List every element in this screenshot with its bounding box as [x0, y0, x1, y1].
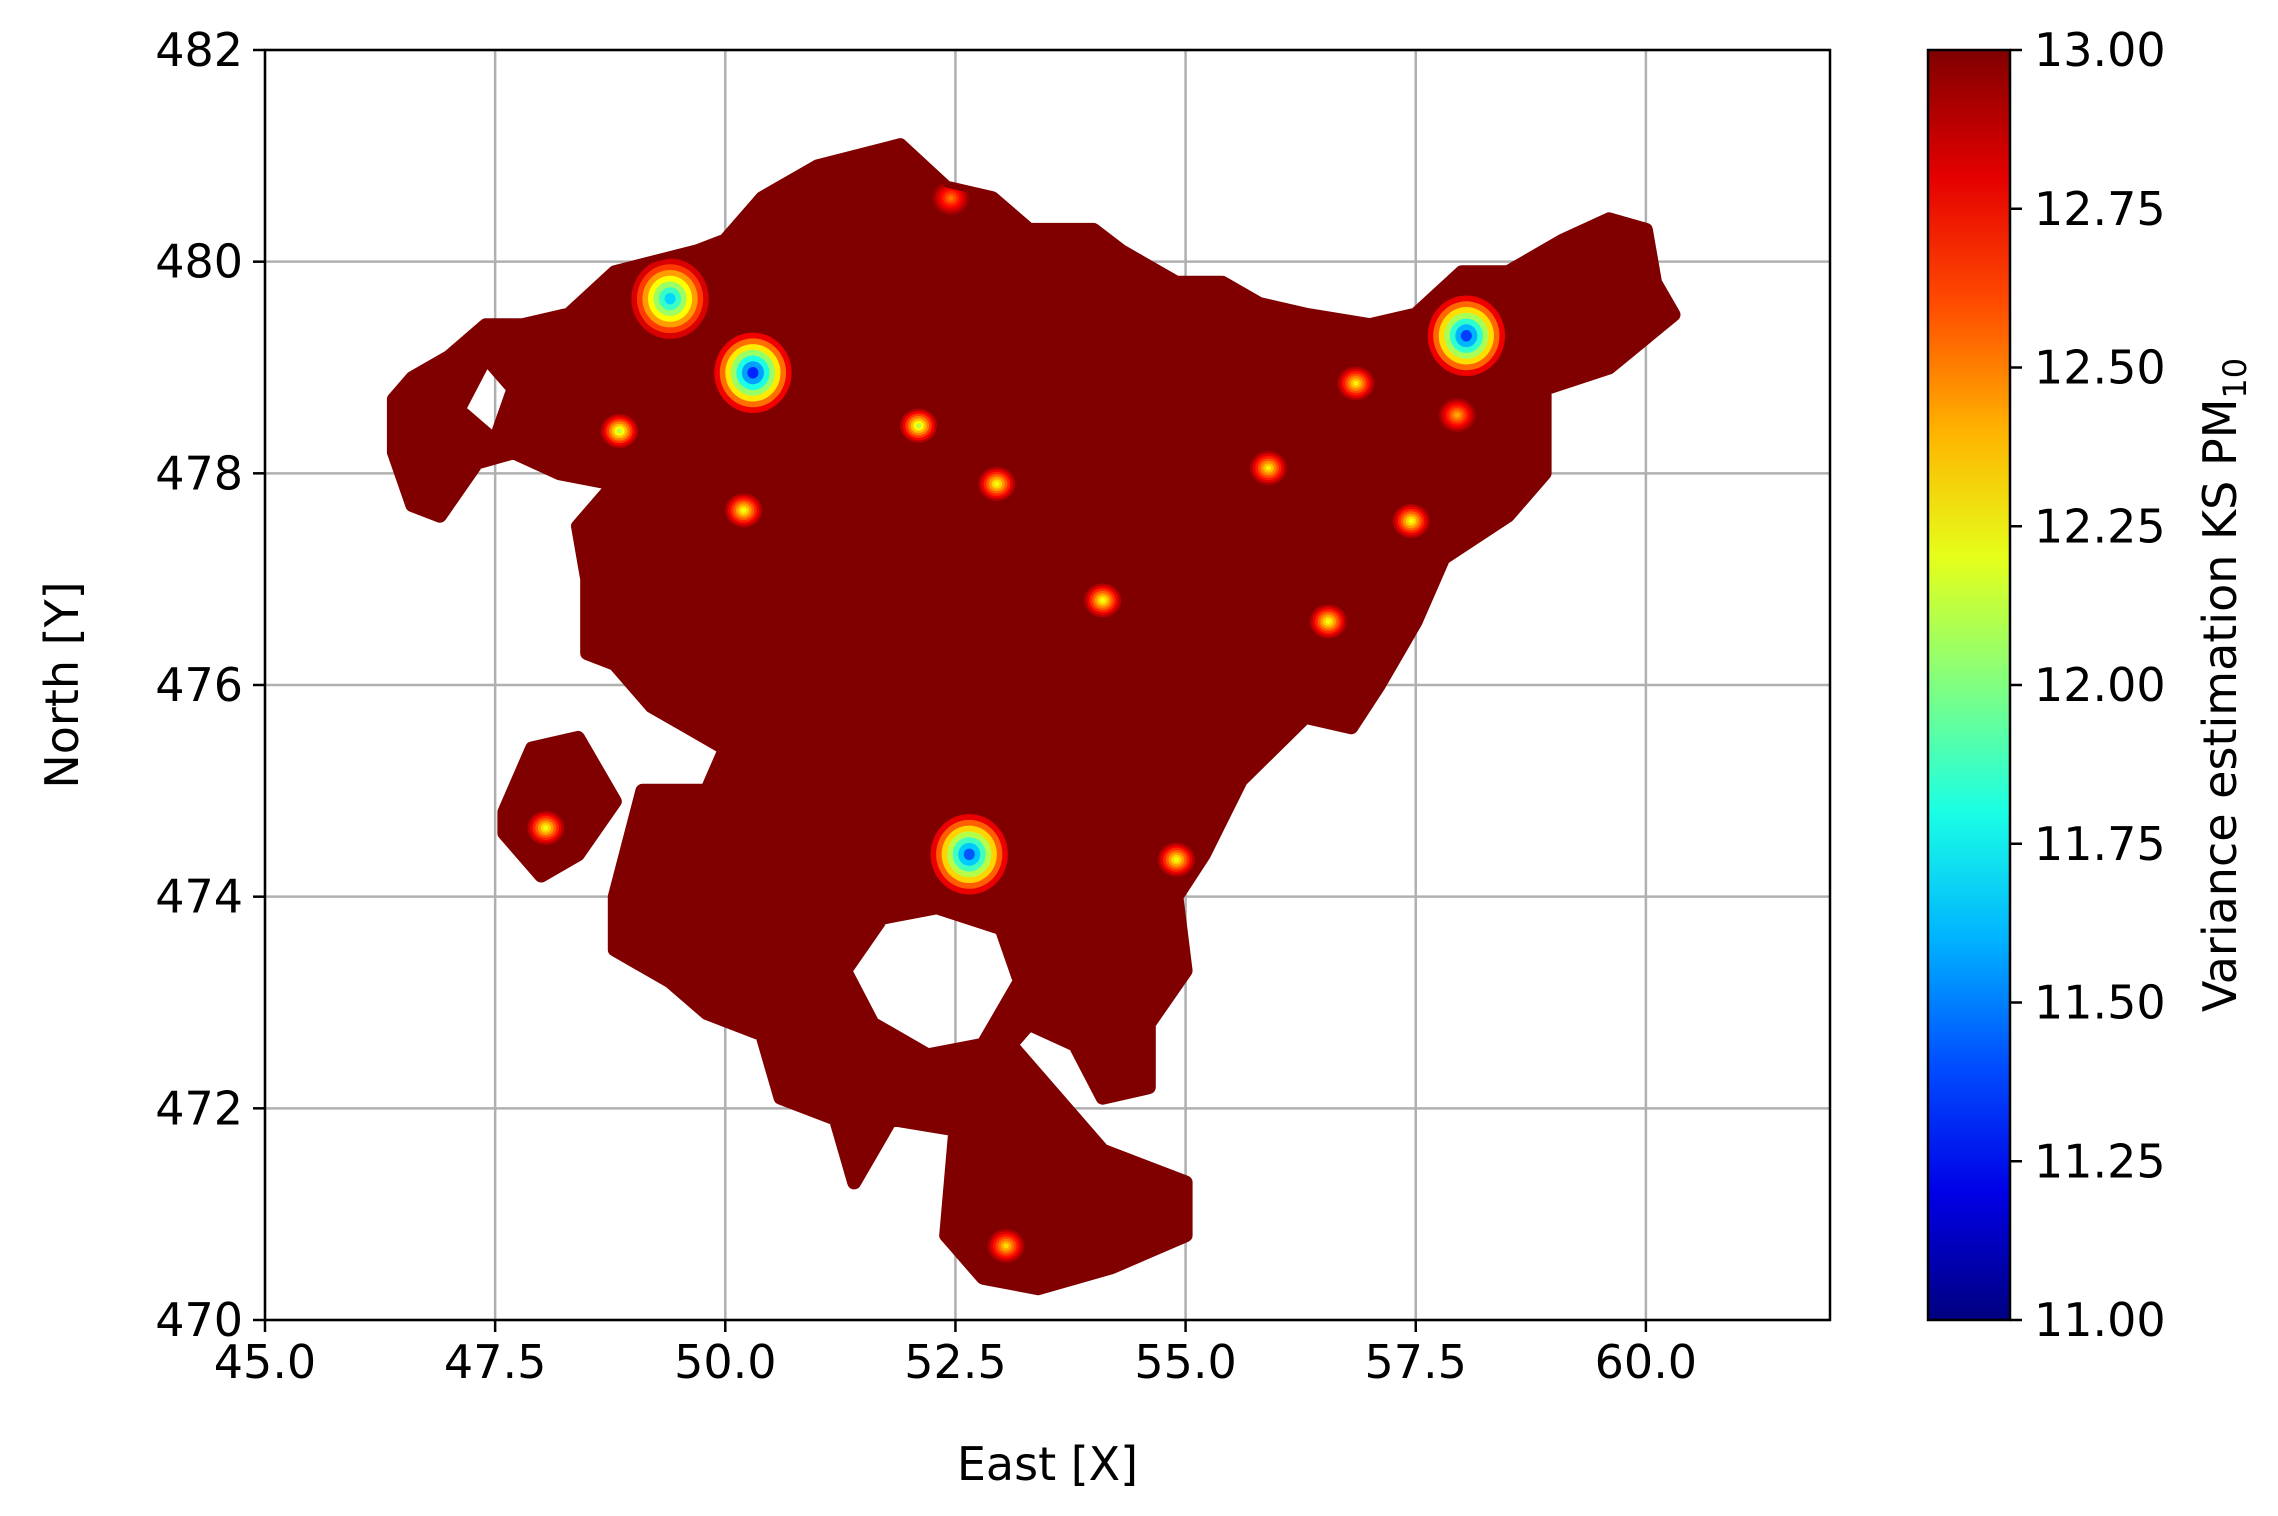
variance-spot	[1084, 583, 1122, 618]
variance-spot-ring	[948, 195, 954, 201]
x-tick-label: 52.5	[904, 1335, 1006, 1389]
x-tick-label: 50.0	[674, 1335, 776, 1389]
variance-spot	[1250, 451, 1287, 485]
variance-spot-ring	[1325, 619, 1331, 624]
colorbar: 11.00 11.25 11.50 11.75 12.00 12.25 12.50 12.75…	[1926, 23, 2166, 1347]
y-tick-label: 470	[155, 1293, 243, 1347]
variance-spot	[978, 466, 1016, 501]
colorbar-tick-label: 12.75	[2034, 182, 2166, 236]
variance-spot	[900, 408, 938, 443]
colorbar-tick-label: 11.25	[2034, 1134, 2166, 1188]
variance-spot-ring	[1003, 1243, 1009, 1249]
variance-spot-ring	[1408, 518, 1414, 524]
variance-spot-ring	[994, 481, 1000, 487]
y-tick-label: 478	[155, 446, 243, 500]
colorbar-tick-label: 12.50	[2034, 341, 2166, 395]
variance-spot-ring	[1353, 380, 1359, 386]
low-variance-spots	[527, 181, 1506, 1263]
colorbar-tick-label: 11.00	[2034, 1293, 2166, 1347]
y-tick-label: 472	[155, 1081, 243, 1135]
colorbar-label: Variance estimation KS PM10	[2193, 358, 2254, 1012]
variance-spot	[527, 810, 565, 845]
variance-spot	[725, 493, 763, 528]
variance-spot	[1157, 842, 1195, 877]
variance-spot	[631, 258, 709, 339]
colorbar-tick-label: 11.50	[2034, 976, 2166, 1030]
plot-area: 45.0 47.5 50.0 52.5 55.0 57.5 60.0 470 472 474 476…	[155, 23, 1832, 1389]
variance-spot	[987, 1228, 1025, 1263]
colorbar-gradient	[1928, 50, 2010, 1320]
x-axis-label: East [X]	[957, 1437, 1138, 1491]
y-tick-label: 480	[155, 235, 243, 289]
variance-spot	[930, 814, 1008, 895]
x-tick-label: 55.0	[1134, 1335, 1236, 1389]
variance-spot-ring	[963, 848, 975, 861]
variance-spot	[1337, 366, 1375, 401]
colorbar-label-text: Variance estimation KS PM	[2193, 399, 2247, 1013]
x-tick-label: 60.0	[1595, 1335, 1697, 1389]
variance-surface	[386, 138, 1681, 1296]
y-tick-label: 474	[155, 870, 243, 924]
variance-spot-ring	[1454, 412, 1460, 418]
variance-spot-ring	[915, 423, 922, 429]
variance-spot	[714, 332, 792, 414]
variance-spot-ring	[1173, 857, 1180, 863]
region-fill	[386, 138, 1681, 1296]
variance-spot-ring	[664, 292, 676, 305]
colorbar-label-subscript: 10	[2216, 358, 2254, 399]
variance-spot-ring	[747, 367, 759, 379]
variance-spot-ring	[741, 507, 747, 513]
y-tick-label: 482	[155, 23, 243, 77]
colorbar-tick-label: 13.00	[2034, 23, 2166, 77]
variance-spot-ring	[543, 825, 549, 831]
y-tick-label: 476	[155, 658, 243, 712]
x-tick-label: 47.5	[444, 1335, 546, 1389]
y-axis-label: North [Y]	[35, 581, 89, 788]
colorbar-tick-label: 12.25	[2034, 499, 2166, 553]
variance-spot-ring	[1460, 330, 1472, 342]
variance-spot-ring	[616, 428, 623, 434]
variance-spot	[1427, 295, 1506, 376]
variance-spot-ring	[1100, 597, 1106, 603]
variance-spot	[1392, 504, 1430, 538]
variance-spot	[1438, 398, 1476, 433]
colorbar-tick-label: 12.00	[2034, 658, 2166, 712]
colorbar-tick-label: 11.75	[2034, 817, 2166, 871]
variance-spot-ring	[1265, 465, 1272, 471]
variance-spot	[601, 414, 638, 448]
x-tick-label: 57.5	[1365, 1335, 1467, 1389]
variance-spot	[1309, 604, 1347, 639]
x-tick-label: 45.0	[214, 1335, 316, 1389]
